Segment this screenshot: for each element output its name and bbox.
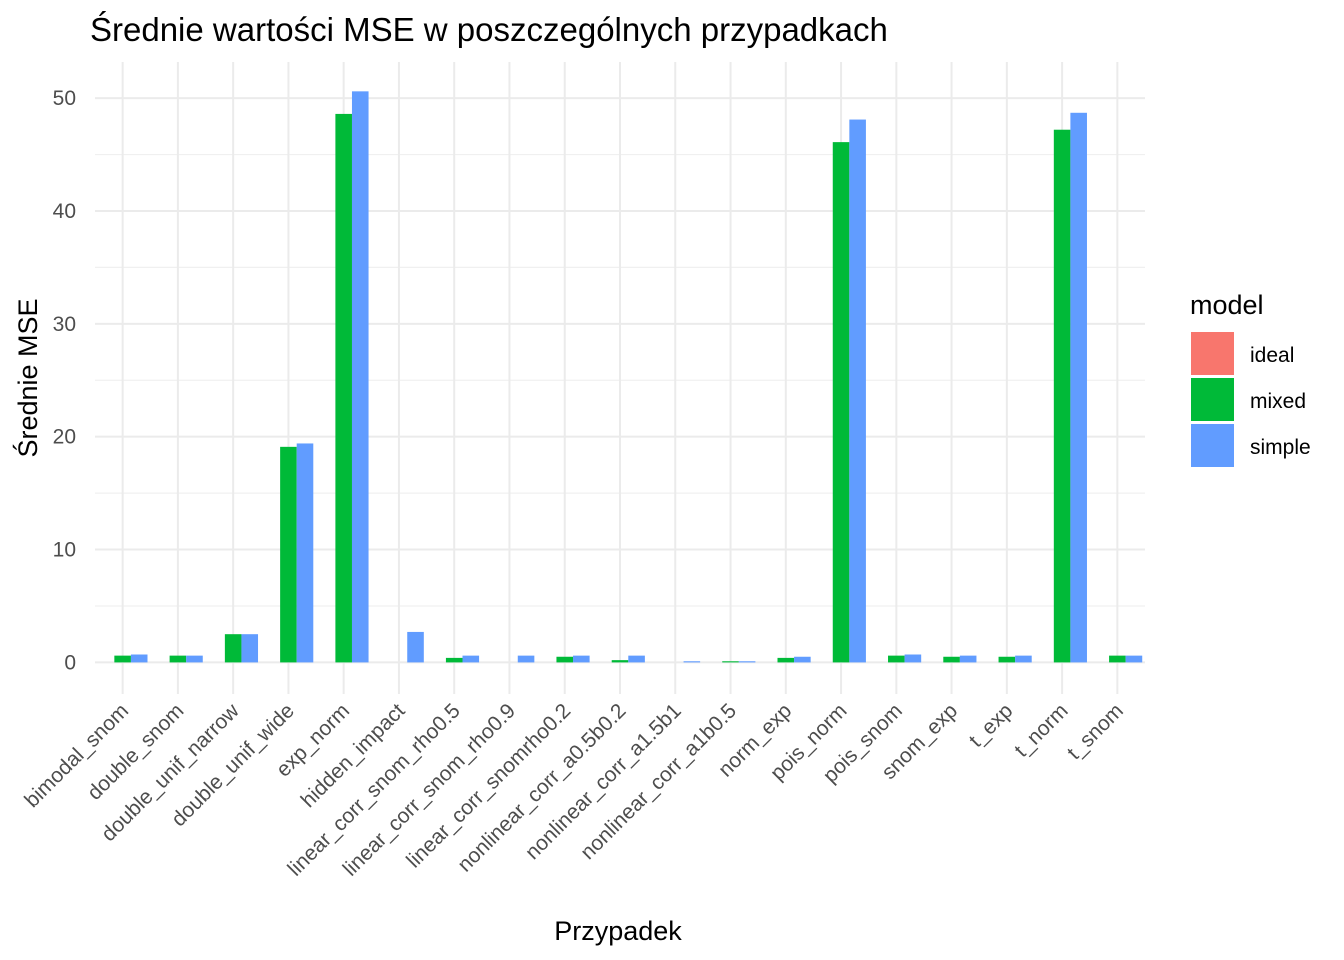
y-tick-label: 30 — [53, 313, 76, 336]
legend-title: model — [1190, 290, 1264, 320]
bar-simple — [849, 119, 866, 663]
bar-simple — [351, 91, 369, 663]
bar-mixed — [280, 446, 297, 663]
y-tick-label: 40 — [53, 200, 76, 223]
bar-simple — [573, 655, 590, 663]
legend-key-ideal — [1191, 332, 1234, 375]
bar-simple — [130, 654, 148, 663]
bar-mixed — [224, 634, 242, 663]
x-tick-label: t_exp — [965, 699, 1018, 752]
bar-simple — [959, 655, 977, 663]
grid — [95, 62, 1145, 694]
bar-mixed — [114, 655, 131, 663]
bar-simple — [407, 631, 424, 663]
y-axis-title: Średnie MSE — [11, 298, 43, 457]
bar-simple — [241, 634, 259, 663]
x-tick-label: double_snom — [83, 699, 188, 804]
legend-label-mixed: mixed — [1250, 390, 1306, 413]
legend-key-simple — [1191, 424, 1234, 467]
bar-mixed — [1109, 655, 1126, 663]
y-axis-ticks: 0 10 20 30 40 50 — [53, 87, 76, 674]
x-axis-ticks: bimodal_snomdouble_snomdouble_unif_narro… — [20, 699, 1128, 881]
x-tick-label: t_snom — [1063, 699, 1128, 764]
bar-mixed — [777, 657, 795, 663]
bar-simple — [186, 655, 203, 663]
bar-simple — [683, 661, 701, 663]
bar-simple — [517, 655, 535, 663]
bar-simple — [904, 654, 922, 663]
bar-simple — [1125, 655, 1143, 663]
bar-mixed — [556, 656, 574, 663]
bar-simple — [1070, 112, 1087, 663]
bar-mixed — [169, 655, 187, 663]
bar-mixed — [335, 113, 352, 663]
bar-simple — [628, 655, 645, 663]
legend-key-mixed — [1191, 378, 1234, 421]
bar-mixed — [722, 661, 739, 663]
x-tick-label: t_norm — [1010, 699, 1072, 761]
legend: model ideal mixed simple — [1190, 290, 1311, 467]
legend-label-simple: simple — [1250, 436, 1311, 459]
bar-simple — [794, 656, 811, 663]
bar-mixed — [832, 142, 850, 663]
bar-simple — [738, 661, 756, 663]
y-tick-label: 0 — [64, 651, 76, 674]
legend-label-ideal: ideal — [1250, 344, 1294, 367]
bars — [114, 91, 1143, 663]
bar-mixed — [611, 660, 629, 663]
bar-mixed — [888, 655, 905, 663]
bar-simple — [462, 655, 480, 663]
y-tick-label: 20 — [53, 426, 76, 449]
bar-simple — [296, 443, 314, 663]
y-tick-label: 50 — [53, 87, 76, 110]
bar-mixed — [943, 656, 960, 663]
y-tick-label: 10 — [53, 539, 76, 562]
bar-simple — [1015, 655, 1032, 663]
bar-mixed — [998, 656, 1016, 663]
chart-title: Średnie wartości MSE w poszczególnych pr… — [90, 10, 888, 48]
bar-mixed — [445, 657, 463, 663]
bar-mixed — [1053, 129, 1071, 663]
x-axis-title: Przypadek — [554, 916, 682, 946]
